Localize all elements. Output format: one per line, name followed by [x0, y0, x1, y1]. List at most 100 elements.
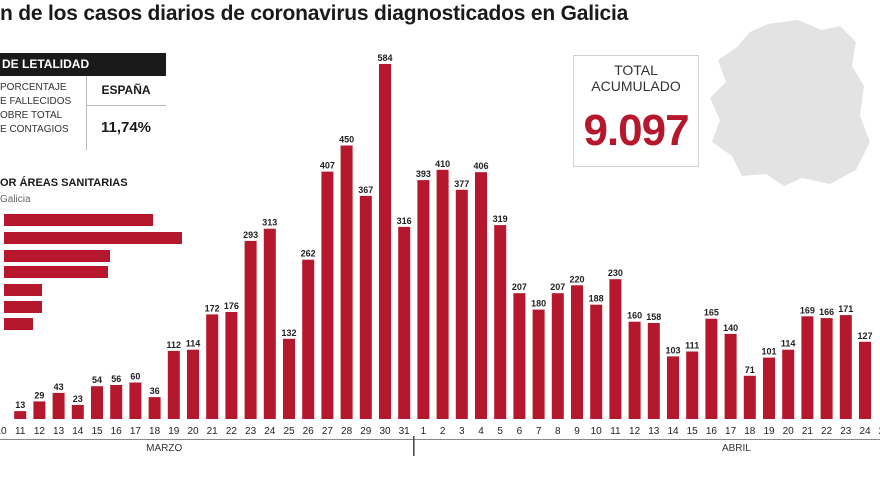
data-label: 584 — [377, 53, 392, 63]
lethality-desc-line: E CONTAGIOS — [0, 124, 69, 135]
bar — [782, 349, 795, 419]
data-label: 43 — [54, 382, 64, 392]
data-label: 165 — [704, 308, 719, 318]
x-tick-label: 10 — [0, 426, 7, 437]
month-label: MARZO — [146, 443, 182, 454]
month-label: ABRIL — [722, 443, 751, 454]
data-label: 313 — [262, 218, 277, 228]
total-box: TOTAL ACUMULADO 9.097 — [573, 55, 699, 167]
x-tick-label: 14 — [667, 426, 679, 437]
data-label: 450 — [339, 135, 354, 145]
x-tick-label: 19 — [763, 426, 775, 437]
data-label: 29 — [34, 390, 44, 400]
data-label: 188 — [589, 294, 604, 304]
bar — [839, 315, 852, 419]
data-label: 111 — [685, 341, 699, 351]
bar — [724, 333, 737, 419]
x-tick-label: 21 — [207, 426, 219, 437]
bar — [743, 375, 756, 419]
x-tick-label: 17 — [725, 426, 737, 437]
data-label: 410 — [435, 159, 450, 169]
data-label: 54 — [92, 375, 102, 385]
data-label: 160 — [627, 311, 642, 321]
lethality-desc-line: PORCENTAJE — [0, 82, 67, 93]
x-tick-label: 25 — [283, 426, 295, 437]
bar — [283, 338, 295, 419]
x-tick-label: 17 — [130, 426, 142, 437]
data-label: 176 — [224, 301, 239, 311]
area-bar — [4, 250, 110, 262]
bar — [532, 309, 545, 419]
lethality-description: PORCENTAJE E FALLECIDOS OBRE TOTAL E CON… — [0, 81, 82, 137]
x-tick-label: 20 — [783, 426, 795, 437]
data-label: 71 — [745, 365, 755, 375]
data-label: 207 — [550, 282, 565, 292]
bar — [494, 225, 507, 419]
data-label: 230 — [608, 268, 623, 278]
data-label: 172 — [205, 303, 220, 313]
data-label: 293 — [243, 230, 258, 240]
bar — [628, 321, 641, 419]
x-tick-label: 12 — [34, 426, 46, 437]
x-tick-label: 24 — [859, 426, 871, 437]
data-label: 393 — [416, 169, 431, 179]
bar — [33, 401, 46, 419]
x-tick-label: 29 — [360, 426, 372, 437]
lethality-desc-line: E FALLECIDOS — [0, 96, 72, 107]
x-tick-label: 15 — [91, 426, 103, 437]
bar — [820, 318, 833, 419]
x-tick-label: 31 — [399, 426, 411, 437]
x-tick-label: 22 — [821, 426, 833, 437]
data-label: 319 — [493, 214, 508, 224]
bar — [206, 314, 219, 419]
data-label: 207 — [512, 282, 527, 292]
area-bar — [4, 232, 182, 244]
x-tick-label: 22 — [226, 426, 238, 437]
x-tick-label: 18 — [149, 426, 161, 437]
bar — [667, 356, 679, 419]
data-label: 166 — [819, 307, 834, 317]
data-label: 169 — [800, 305, 815, 315]
bar — [859, 341, 871, 419]
data-label: 220 — [569, 274, 584, 284]
galicia-map-icon — [710, 20, 870, 186]
area-bar — [4, 301, 42, 313]
bar — [571, 285, 583, 419]
bar — [340, 145, 353, 419]
x-tick-label: 30 — [379, 426, 391, 437]
x-tick-label: 23 — [840, 426, 852, 437]
total-label-line: TOTAL — [614, 62, 658, 78]
data-label: 60 — [130, 372, 140, 382]
data-label: 114 — [781, 339, 796, 349]
bar — [225, 312, 238, 419]
area-bar — [4, 284, 42, 296]
bar — [321, 171, 334, 419]
data-label: 101 — [761, 347, 776, 357]
x-tick-label: 5 — [497, 426, 503, 437]
area-bar — [4, 266, 108, 278]
x-tick-label: 4 — [478, 426, 484, 437]
bar — [705, 318, 718, 419]
x-tick-label: 13 — [648, 426, 660, 437]
area-bar — [4, 318, 33, 330]
x-tick-label: 3 — [459, 426, 465, 437]
bar — [14, 411, 27, 419]
x-tick-label: 13 — [53, 426, 65, 437]
data-label: 407 — [320, 161, 335, 171]
data-label: 262 — [301, 249, 316, 259]
bar — [455, 189, 468, 419]
x-tick-label: 19 — [168, 426, 180, 437]
x-tick-label: 6 — [517, 426, 523, 437]
lethality-value: 11,74% — [100, 119, 152, 136]
x-tick-label: 25 — [879, 426, 880, 437]
data-label: 114 — [186, 339, 201, 349]
lethality-country: ESPAÑA — [101, 83, 151, 97]
bar — [379, 64, 391, 419]
data-label: 23 — [73, 394, 83, 404]
bar — [129, 382, 142, 419]
bar — [647, 323, 660, 419]
data-label: 171 — [838, 304, 853, 314]
areas-title: OR ÁREAS SANITARIAS — [0, 177, 128, 189]
lethality-panel: DE LETALIDAD PORCENTAJE E FALLECIDOS OBR… — [0, 53, 166, 150]
